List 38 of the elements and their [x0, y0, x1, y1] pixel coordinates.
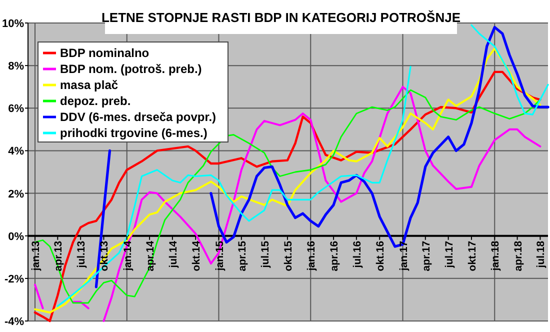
- y-tick-label: 2%: [8, 188, 24, 200]
- x-tick-label: jul.13: [76, 240, 88, 269]
- x-tick-label: jan.14: [122, 240, 134, 272]
- y-tick-label: -4%: [4, 316, 24, 328]
- y-tick-label: 0%: [8, 230, 24, 243]
- x-tick-label: apr.13: [52, 240, 65, 272]
- x-tick-label: okt.14: [190, 240, 203, 272]
- y-tick-label: 6%: [8, 103, 24, 116]
- y-tick-label: 10%: [2, 18, 24, 30]
- x-tick-label: apr.15: [236, 240, 248, 272]
- x-tick-label: apr.18: [512, 240, 524, 272]
- x-tick-label: jan.13: [30, 240, 42, 272]
- legend-label: prihodki trgovine (6-mes.): [60, 126, 208, 140]
- x-tick-label: jul.16: [351, 240, 364, 269]
- x-tick-label: jul.17: [443, 240, 456, 269]
- x-tick-label: okt.13: [98, 240, 111, 272]
- x-tick-label: okt.15: [282, 240, 294, 272]
- x-tick-label: jul.18: [535, 240, 548, 269]
- chart-title: LETNE STOPNJE RASTI BDP IN KATEGORIJ POTROŠNJE: [101, 10, 461, 25]
- x-tick-label: apr.16: [328, 240, 341, 272]
- x-tick-label: jan.18: [490, 240, 502, 272]
- legend-label: depoz. preb.: [60, 94, 131, 108]
- x-tick-label: jul.14: [167, 240, 180, 269]
- legend-label: DDV (6-mes. drseča povpr.): [60, 110, 216, 124]
- x-tick-label: okt.16: [374, 240, 387, 272]
- x-tick-label: apr.17: [420, 240, 432, 272]
- y-tick-label: 8%: [8, 60, 24, 73]
- legend-label: masa plač: [60, 78, 118, 92]
- x-tick-label: jan.16: [306, 240, 318, 272]
- y-tick-label: -2%: [4, 273, 24, 286]
- x-tick-label: jul.15: [259, 240, 272, 269]
- y-tick-label: 4%: [8, 146, 24, 158]
- x-tick-label: jan.17: [398, 240, 410, 272]
- x-tick-label: jan.15: [214, 240, 226, 272]
- x-tick-label: apr.14: [144, 240, 157, 272]
- legend-label: BDP nom. (potroš. preb.): [60, 62, 202, 76]
- legend-label: BDP nominalno: [60, 46, 150, 60]
- x-tick-label: okt.17: [466, 240, 478, 272]
